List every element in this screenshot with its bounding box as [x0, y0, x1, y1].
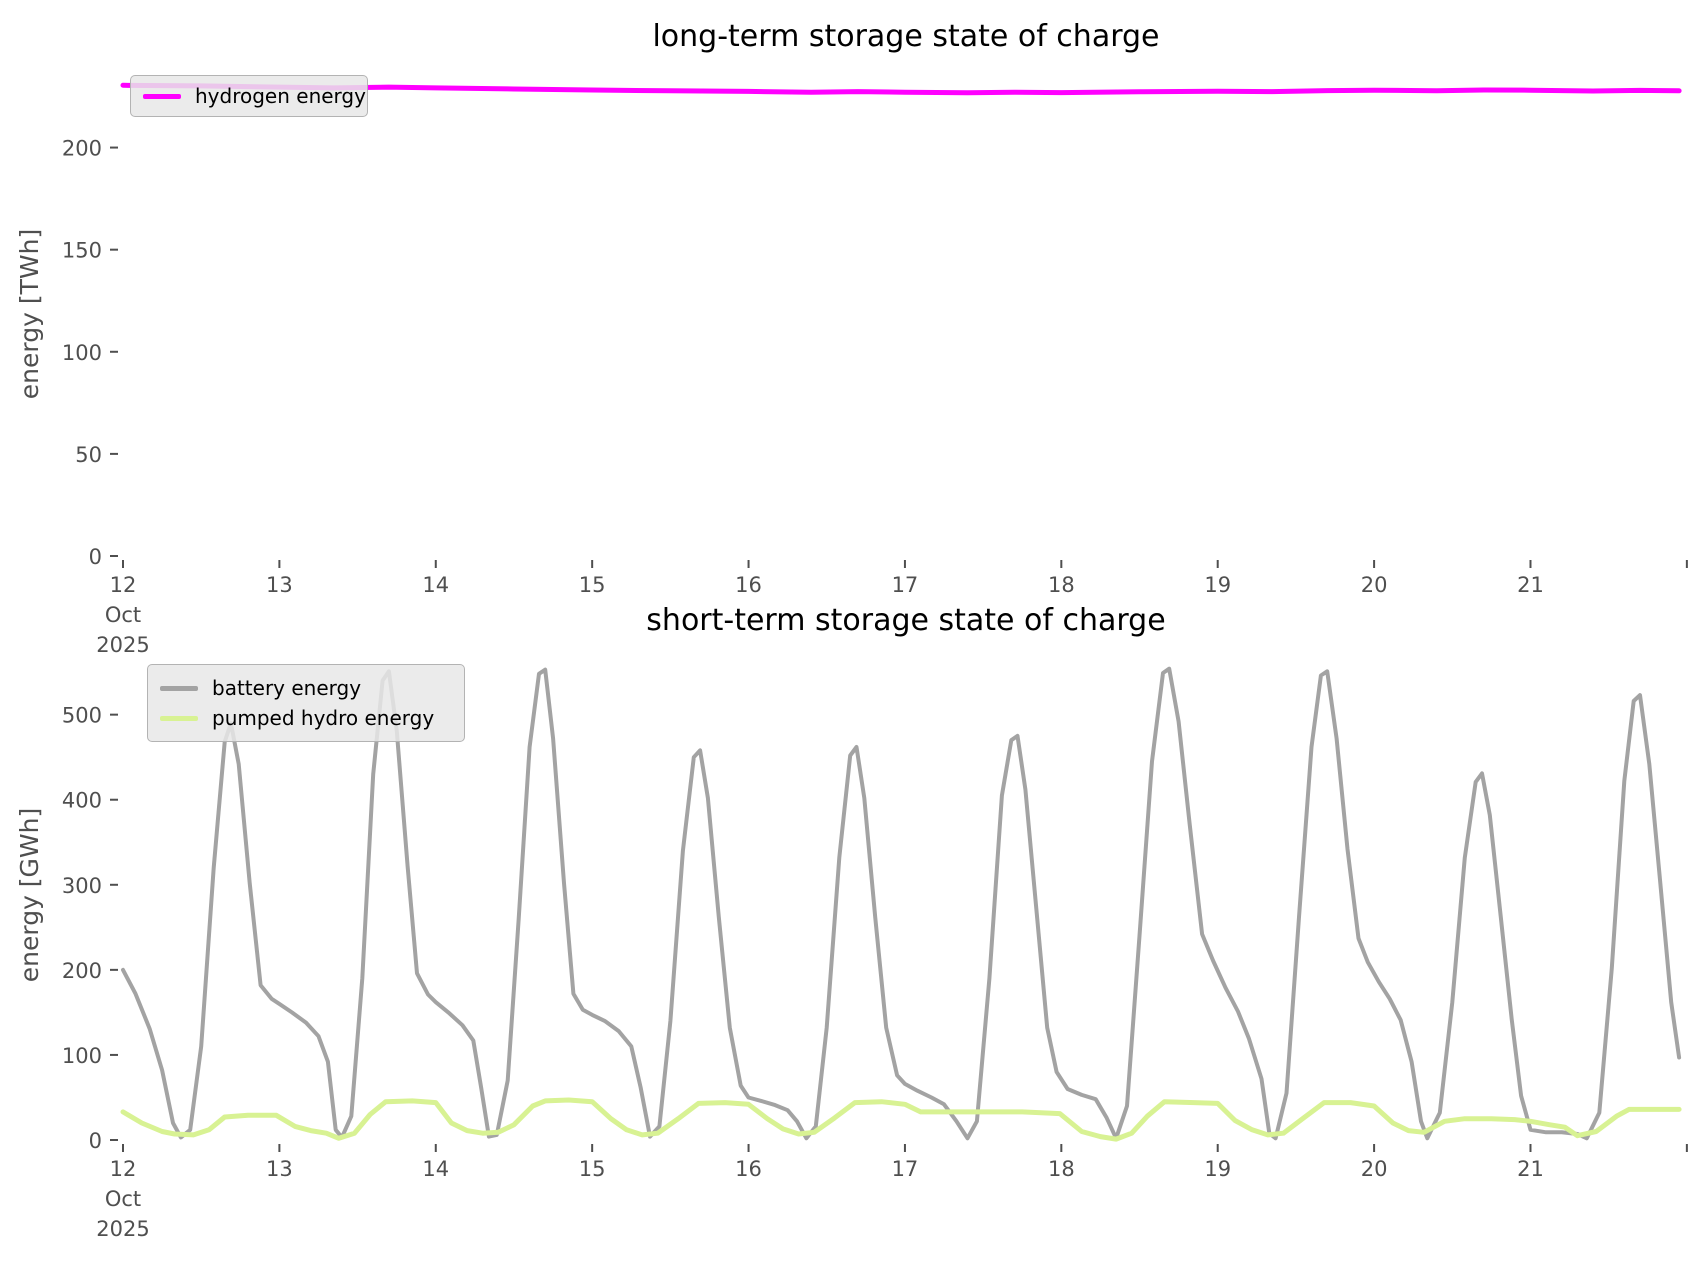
y-tick-label: 100: [62, 1044, 102, 1068]
y-tick-label: 200: [62, 959, 102, 983]
y-tick-label: 300: [62, 874, 102, 898]
long-term-plot-area: 0 50 100 150 200 12 13 14 15 16 17 18 19 20 21 Oct 2025: [62, 82, 1688, 657]
battery-energy-swatch: [160, 685, 198, 691]
short-term-legend: battery energy pumped hydro energy: [147, 664, 465, 742]
x-tick-label: 19: [1204, 573, 1231, 597]
x-axis-month-label: Oct: [105, 603, 141, 627]
x-tick-label: 13: [266, 573, 293, 597]
long-term-legend: hydrogen energy: [130, 75, 368, 117]
y-tick-label: 150: [62, 239, 102, 263]
x-tick-label: 16: [735, 573, 762, 597]
hydrogen-energy-swatch: [143, 93, 181, 99]
y-tick-label: 50: [75, 443, 102, 467]
legend-item-hydrogen-energy: hydrogen energy: [143, 84, 366, 108]
pumped-hydro-energy-line: [120, 1097, 1682, 1142]
legend-item-pumped-hydro-energy: pumped hydro energy: [160, 706, 448, 730]
x-tick-label: 20: [1361, 573, 1388, 597]
x-axis-year-label: 2025: [96, 1217, 149, 1241]
hydrogen-energy-label: hydrogen energy: [195, 84, 366, 108]
x-tick-label: 18: [1048, 1157, 1075, 1181]
short-term-plot-area: 0 100 200 300 400 500 12 13 14 15 16 17 18 19 20 21 Oct 2…: [62, 666, 1688, 1241]
x-tick-label: 15: [579, 1157, 606, 1181]
x-tick-label: 21: [1517, 573, 1544, 597]
y-tick-label: 200: [62, 137, 102, 161]
pumped-hydro-energy-label: pumped hydro energy: [212, 706, 435, 730]
x-tick-label: 17: [892, 573, 919, 597]
long-term-chart-title: long-term storage state of charge: [652, 19, 1159, 54]
x-tick-label: 16: [735, 1157, 762, 1181]
legend-item-battery-energy: battery energy: [160, 676, 448, 700]
y-tick-label: 500: [62, 704, 102, 728]
x-tick-label: 14: [422, 573, 449, 597]
pumped-hydro-energy-swatch: [160, 715, 198, 721]
x-tick-label: 20: [1361, 1157, 1388, 1181]
x-tick-label: 13: [266, 1157, 293, 1181]
x-axis-month-label: Oct: [105, 1187, 141, 1211]
x-tick-label: 21: [1517, 1157, 1544, 1181]
long-term-y-axis-label: energy [TWh]: [15, 229, 44, 399]
y-tick-label: 400: [62, 789, 102, 813]
x-tick-label: 12: [110, 1157, 137, 1181]
x-tick-label: 14: [422, 1157, 449, 1181]
y-tick-label: 0: [89, 545, 102, 569]
y-tick-label: 100: [62, 341, 102, 365]
x-tick-label: 12: [110, 573, 137, 597]
y-tick-label: 0: [89, 1129, 102, 1153]
hydrogen-energy-line: [120, 82, 1682, 96]
x-axis-year-label: 2025: [96, 633, 149, 657]
x-tick-label: 17: [892, 1157, 919, 1181]
short-term-chart-title: short-term storage state of charge: [646, 603, 1165, 638]
short-term-y-axis-label: energy [GWh]: [15, 808, 44, 983]
x-tick-label: 18: [1048, 573, 1075, 597]
x-tick-label: 15: [579, 573, 606, 597]
battery-energy-label: battery energy: [212, 676, 362, 700]
x-tick-label: 19: [1204, 1157, 1231, 1181]
